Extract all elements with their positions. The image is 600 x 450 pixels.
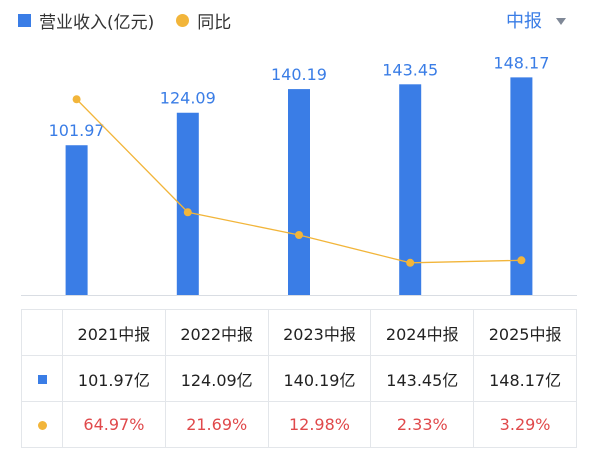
table-corner-cell <box>21 309 63 356</box>
legend-label-revenue: 营业收入(亿元) <box>39 12 155 33</box>
chevron-down-icon <box>556 17 566 25</box>
yoy-point <box>183 208 192 217</box>
table-cell-yoy: 64.97% <box>62 401 166 448</box>
bar <box>176 112 199 295</box>
table-header-cell: 2024中报 <box>370 309 475 356</box>
bar <box>65 145 88 295</box>
table-cell-revenue: 124.09亿 <box>164 355 269 402</box>
table-cell-yoy: 3.29% <box>473 401 577 448</box>
period-selector-label: 中报 <box>506 11 542 32</box>
table-header-row: 2021中报 2022中报 2023中报 2024中报 2025中报 <box>21 309 577 356</box>
bar-data-label: 143.45 <box>382 60 438 79</box>
yoy-point <box>295 230 303 239</box>
bar <box>510 77 533 296</box>
table-row-yoy: 64.97% 21.69% 12.98% 2.33% 3.29% <box>21 401 577 448</box>
bar-data-label: 124.09 <box>160 89 216 108</box>
legend-item-yoy[interactable]: 同比 <box>176 8 231 33</box>
table-cell-yoy: 21.69% <box>164 401 269 448</box>
bar-data-label: 101.97 <box>49 121 105 140</box>
bar-data-label: 140.19 <box>271 65 327 84</box>
table-cell-revenue: 101.97亿 <box>62 355 166 402</box>
legend-item-revenue[interactable]: 营业收入(亿元) <box>18 8 154 33</box>
yoy-point <box>72 95 81 104</box>
period-selector[interactable]: 中报 <box>506 7 566 33</box>
yoy-point <box>406 258 415 267</box>
data-table: 2021中报 2022中报 2023中报 2024中报 2025中报 101.9… <box>21 309 577 448</box>
legend-label-yoy: 同比 <box>197 12 232 33</box>
table-header-cell: 2025中报 <box>473 309 577 356</box>
bar-data-label: 148.17 <box>493 53 549 72</box>
table-row-revenue: 101.97亿 124.09亿 140.19亿 143.45亿 148.17亿 <box>21 355 577 402</box>
bar <box>399 84 422 295</box>
table-row-marker-cell <box>21 401 63 448</box>
table-cell-yoy: 12.98% <box>267 401 372 448</box>
table-cell-revenue: 148.17亿 <box>473 355 577 402</box>
chart-legend: 营业收入(亿元) 同比 <box>18 8 253 33</box>
legend-dot-marker-icon <box>176 13 190 27</box>
yoy-point <box>517 256 526 265</box>
legend-square-marker-icon <box>18 13 31 27</box>
revenue-chart: 101.97 124.09 140.19 143.45 148.17 <box>21 53 577 296</box>
table-header-cell: 2022中报 <box>164 309 269 356</box>
table-cell-revenue: 143.45亿 <box>370 355 475 402</box>
table-header-cell: 2021中报 <box>62 309 166 356</box>
table-row-marker-cell <box>21 355 63 402</box>
bar <box>288 89 310 295</box>
table-cell-yoy: 2.33% <box>370 401 475 448</box>
table-cell-revenue: 140.19亿 <box>267 355 372 402</box>
revenue-square-marker-icon <box>37 375 47 384</box>
table-header-cell: 2023中报 <box>267 309 372 356</box>
yoy-dot-marker-icon <box>37 421 47 430</box>
